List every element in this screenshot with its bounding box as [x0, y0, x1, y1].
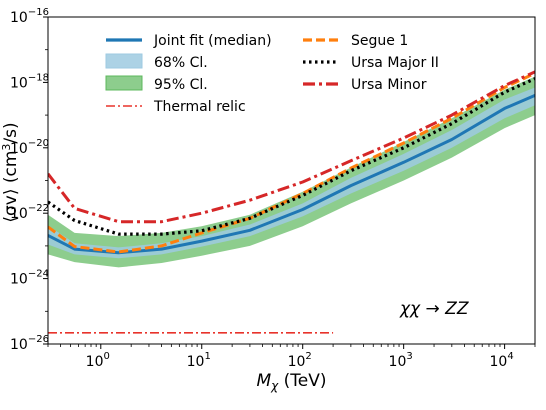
legend-label-joint-fit-median: Joint fit (median) — [153, 33, 272, 49]
y-tick-label: 10−16 — [10, 7, 49, 26]
process-annotation: χχ → ZZ — [399, 299, 469, 319]
y-tick-label: 10−18 — [10, 72, 49, 91]
plot-layer — [48, 70, 535, 334]
y-tick-label: 10−20 — [10, 138, 49, 157]
axis-ticks: 100 101 102 103 104 10−26 10−24 10−22 10−20 10−18… — [10, 7, 536, 370]
legend-swatch-95-cl — [105, 75, 143, 91]
legend-label-95-cl: 95% Cl. — [154, 77, 208, 93]
y-tick-label: 10−24 — [10, 269, 49, 288]
legend-swatch-68-cl — [105, 53, 143, 69]
legend-label-segue-1: Segue 1 — [351, 33, 408, 49]
x-tick-label: 102 — [288, 351, 312, 370]
legend-label-68-cl: 68% Cl. — [154, 55, 208, 71]
legend-label-thermal-relic: Thermal relic — [153, 99, 246, 115]
legend-label-ursa-minor: Ursa Minor — [351, 77, 427, 93]
x-tick-label: 101 — [187, 351, 211, 370]
x-tick-label: 103 — [389, 351, 413, 370]
legend: Joint fit (median) 68% Cl. 95% Cl. Thermal … — [105, 33, 439, 115]
y-tick-label: 10−26 — [10, 334, 49, 353]
y-tick-label: 10−22 — [10, 203, 49, 222]
series-line-ursa-major-ii — [48, 77, 535, 236]
x-axis-label: Mχ (TeV) — [256, 371, 326, 393]
x-tick-label: 104 — [490, 351, 514, 370]
x-tick-label: 100 — [86, 351, 110, 370]
band-95-cl — [48, 76, 535, 268]
y-axis-label: ⟨σv⟩ (cm3/s) — [0, 122, 21, 222]
legend-label-ursa-major-ii: Ursa Major II — [351, 55, 439, 71]
